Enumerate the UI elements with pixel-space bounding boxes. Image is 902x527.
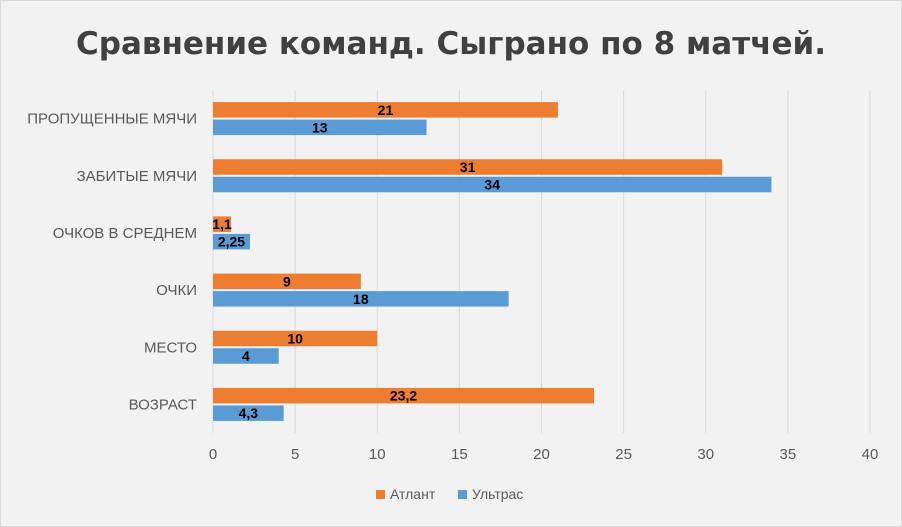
category-label: ПРОПУЩЕННЫЕ МЯЧИ (27, 111, 197, 128)
data-label: 18 (353, 291, 369, 307)
legend: Атлант Ультрас (376, 486, 523, 502)
category-label: ВОЗРАСТ (129, 396, 197, 413)
bar-ultras (213, 291, 509, 307)
bar-atlant (213, 216, 232, 232)
data-label: 23,2 (390, 388, 417, 404)
legend-swatch (376, 490, 385, 499)
bar-ultras (213, 119, 427, 136)
category-labels: ПРОПУЩЕННЫЕ МЯЧИ ЗАБИТЫЕ МЯЧИ ОЧКОВ В СРЕД… (27, 111, 197, 414)
legend-swatch (458, 490, 467, 499)
bar-ultras (213, 176, 772, 193)
category-label: ЗАБИТЫЕ МЯЧИ (77, 168, 197, 185)
data-label: 13 (312, 119, 328, 135)
legend-label: Ультрас (472, 486, 523, 502)
bars (213, 102, 772, 421)
data-label: 1,1 (212, 216, 232, 232)
bar-atlant (213, 159, 723, 175)
bar-atlant (213, 102, 558, 118)
gridlines (212, 90, 871, 433)
category-label: ОЧКИ (156, 282, 197, 299)
bar-atlant (213, 387, 595, 404)
data-label: 4,3 (239, 405, 259, 421)
x-tick-label: 30 (697, 446, 714, 463)
x-tick-label: 20 (533, 446, 550, 463)
bar-ultras (213, 233, 250, 250)
x-tick-label: 40 (862, 446, 879, 463)
x-tick-label: 5 (291, 446, 299, 463)
data-label: 2,25 (218, 234, 245, 250)
data-label: 10 (287, 331, 303, 347)
data-label: 4 (242, 348, 250, 364)
x-tick-label: 10 (369, 446, 386, 463)
bar-ultras (213, 405, 284, 421)
data-label: 9 (283, 273, 291, 289)
x-tick-label: 35 (780, 446, 797, 463)
x-tick-label: 25 (615, 446, 632, 463)
data-labels: 21 13 31 34 1,1 2,25 9 18 10 4 23,2 4,3 (212, 102, 500, 421)
bar-atlant (213, 330, 378, 347)
bar-ultras (213, 348, 279, 364)
x-tick-labels: 0 5 10 15 20 25 30 35 40 (209, 446, 879, 463)
data-label: 31 (460, 159, 476, 175)
data-label: 21 (378, 102, 394, 118)
data-label: 34 (484, 177, 500, 193)
x-tick-label: 0 (209, 446, 217, 463)
bar-atlant (213, 273, 361, 290)
legend-label: Атлант (390, 486, 436, 502)
chart-title: Сравнение команд. Сыграно по 8 матчей. (76, 26, 826, 62)
category-label: МЕСТО (144, 339, 197, 356)
category-label: ОЧКОВ В СРЕДНЕМ (53, 225, 197, 242)
x-tick-label: 15 (451, 446, 468, 463)
